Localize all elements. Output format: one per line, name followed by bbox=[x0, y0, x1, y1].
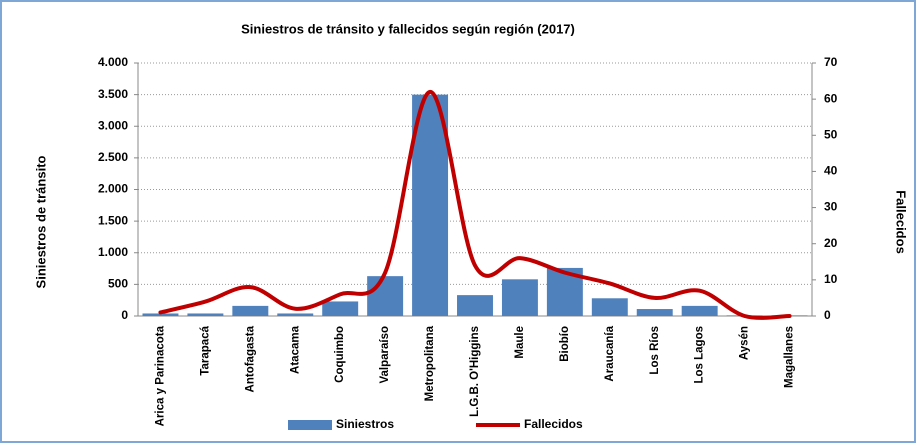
bar bbox=[322, 301, 359, 316]
x-tick-label: Magallanes bbox=[784, 326, 796, 388]
y-tick-label: 1.000 bbox=[98, 245, 128, 259]
y2-tick-label: 50 bbox=[824, 127, 838, 141]
x-tick-label: Tarapacá bbox=[199, 325, 211, 375]
bar bbox=[187, 313, 224, 316]
x-tick-label: Coquimbo bbox=[334, 326, 346, 383]
x-tick-label: Aysén bbox=[739, 326, 751, 360]
x-tick-label: Biobío bbox=[559, 326, 571, 362]
chart-title: Siniestros de tránsito y fallecidos segú… bbox=[241, 21, 575, 36]
x-tick-label: Arica y Parinacota bbox=[154, 325, 166, 426]
y-tick-label: 1.500 bbox=[98, 213, 128, 227]
y-tick-label: 3.000 bbox=[98, 118, 128, 132]
y2-tick-label: 70 bbox=[824, 55, 838, 69]
y-tick-label: 500 bbox=[108, 277, 128, 291]
y-axis-label: Siniestros de tránsito bbox=[33, 155, 48, 288]
bar bbox=[501, 279, 538, 316]
y-tick-label: 0 bbox=[121, 308, 128, 322]
bar bbox=[367, 276, 404, 316]
bar bbox=[412, 94, 449, 316]
x-tick-label: Antofagasta bbox=[244, 325, 256, 392]
x-tick-label: Metropolitana bbox=[424, 325, 436, 401]
y-tick-label: 3.500 bbox=[98, 87, 128, 101]
bar bbox=[591, 298, 628, 316]
bar bbox=[681, 305, 718, 316]
x-tick-label: Maule bbox=[514, 326, 526, 359]
y2-tick-label: 20 bbox=[824, 236, 838, 250]
bar bbox=[457, 295, 493, 316]
y2-tick-label: 0 bbox=[824, 308, 831, 322]
legend-swatch bbox=[288, 420, 332, 430]
y-tick-label: 2.500 bbox=[98, 150, 128, 164]
bar bbox=[636, 309, 673, 316]
x-tick-label: Los Lagos bbox=[694, 326, 706, 384]
y2-tick-label: 40 bbox=[824, 164, 838, 178]
y2-tick-label: 10 bbox=[824, 272, 838, 286]
bar bbox=[142, 313, 179, 316]
x-tick-label: Atacama bbox=[289, 325, 301, 374]
legend-label: Siniestros bbox=[336, 417, 394, 431]
bar bbox=[232, 305, 269, 316]
x-tick-label: Araucanía bbox=[604, 325, 616, 381]
x-tick-label: Los Ríos bbox=[649, 326, 661, 375]
y-tick-label: 4.000 bbox=[98, 55, 128, 69]
x-tick-label: L.G.B. O'Higgins bbox=[469, 326, 481, 417]
bar bbox=[277, 313, 314, 316]
y2-axis-label: Fallecidos bbox=[894, 190, 909, 254]
legend-label: Fallecidos bbox=[524, 417, 583, 431]
line bbox=[158, 89, 792, 320]
x-tick-label: Valparaíso bbox=[379, 326, 391, 384]
y2-tick-label: 30 bbox=[824, 200, 838, 214]
y2-tick-label: 60 bbox=[824, 91, 838, 105]
y-tick-label: 2.000 bbox=[98, 182, 128, 196]
